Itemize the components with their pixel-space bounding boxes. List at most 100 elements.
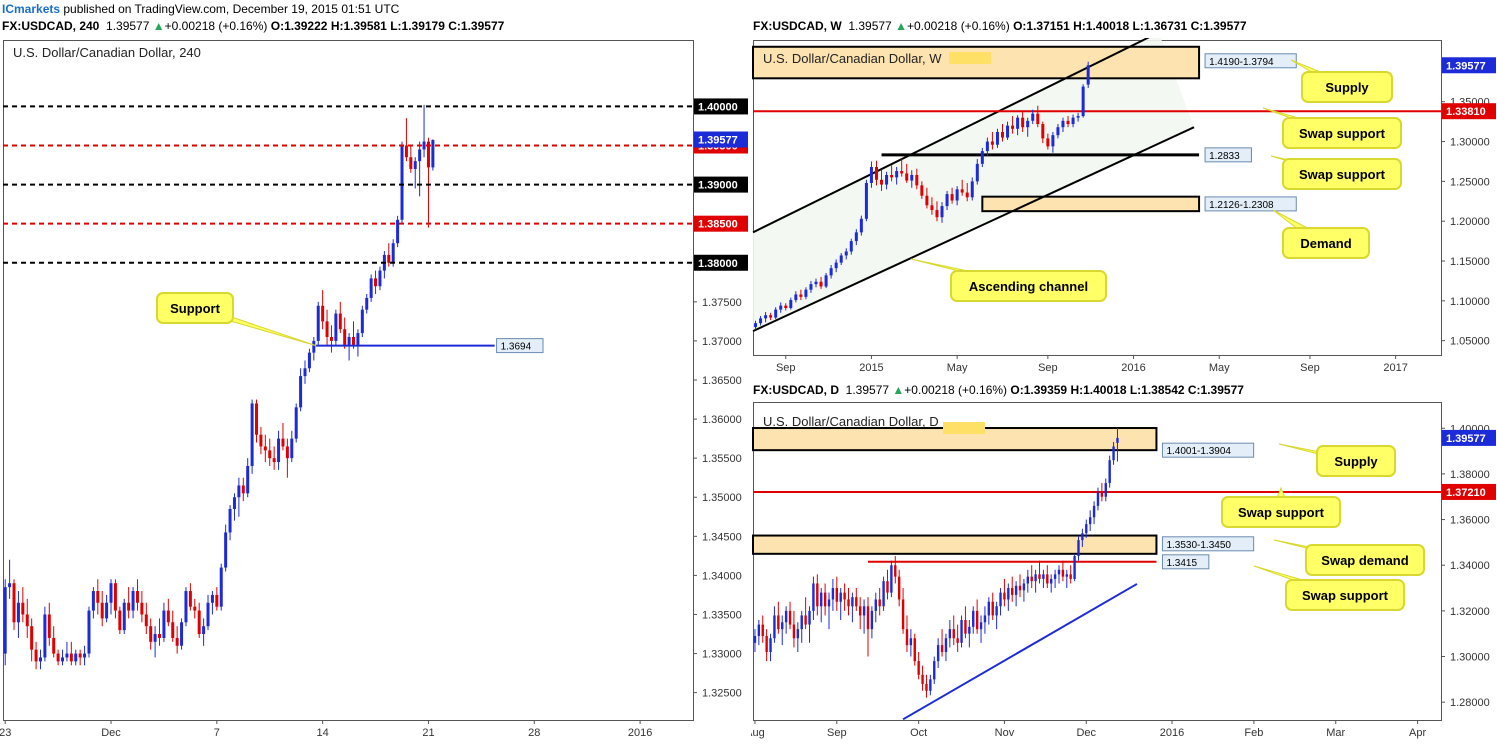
daily-swap-support-value-bg	[1161, 554, 1210, 570]
candle-body	[219, 567, 223, 607]
candle-body	[788, 610, 792, 625]
candle-body	[827, 599, 831, 607]
candle-body	[920, 185, 924, 196]
candle-body	[864, 182, 868, 219]
x-tick-label: 2015	[859, 362, 883, 374]
candle-body	[980, 151, 984, 164]
candle-body	[910, 175, 914, 181]
candle-body	[426, 141, 430, 168]
weekly-chart[interactable]: 1.05000 1.10000 1.15000 1.20000 1.25000 1.300…	[751, 38, 1497, 378]
candle-body	[895, 171, 899, 178]
candle-body	[858, 606, 862, 616]
candle-body	[753, 635, 757, 643]
x-tick-label: 23	[0, 727, 11, 739]
y-tick-label: 1.30000	[1450, 137, 1490, 149]
h4-level-label: 1.38000	[698, 258, 738, 270]
candle-body	[52, 637, 56, 654]
candle-body	[933, 661, 936, 680]
candle-body	[890, 565, 893, 593]
daily-zone-label: 1.4001-1.3904	[1166, 446, 1231, 457]
candle-body	[369, 278, 373, 298]
candle-body	[8, 583, 12, 588]
x-tick-label: Dec	[1076, 727, 1096, 739]
candle-body	[812, 583, 815, 611]
candle-body	[246, 465, 250, 494]
weekly-open: O:1.37151	[1013, 19, 1070, 33]
candle-body	[859, 218, 863, 233]
h4-level-label: 1.40000	[698, 101, 738, 113]
x-tick-label: May	[1209, 362, 1230, 374]
candle-body	[964, 620, 967, 634]
daily-high: H:1.40018	[1070, 383, 1127, 397]
candle-body	[21, 602, 25, 615]
candle-body	[294, 407, 298, 439]
y-tick-label: 1.20000	[1450, 216, 1490, 228]
candle-body	[874, 167, 878, 180]
candle-body	[905, 173, 909, 181]
candle-body	[1014, 585, 1018, 595]
candle-body	[955, 189, 959, 201]
h4-support-callout: Support	[170, 301, 220, 316]
candle-body	[1081, 86, 1085, 117]
candle-body	[792, 624, 796, 639]
candle-body	[835, 588, 839, 602]
candle-body	[1053, 574, 1057, 579]
candle-body	[913, 638, 916, 662]
daily-trendline	[902, 583, 1138, 721]
daily-price: 1.39577	[845, 383, 890, 397]
daily-chart[interactable]: 1.28000 1.30000 1.32000 1.34000 1.36000 1.380…	[751, 400, 1497, 745]
weekly-close: C:1.39577	[1190, 19, 1247, 33]
y-tick-label: 1.34500	[702, 531, 742, 543]
h4-chart[interactable]: 1.32500 1.33000 1.33500 1.34000 1.34500 1.350…	[0, 38, 751, 745]
h4-change: +0.00218 (+0.16%)	[164, 19, 268, 33]
x-tick-label: May	[947, 362, 968, 374]
y-tick-label: 1.25000	[1450, 176, 1490, 188]
candle-body	[378, 270, 382, 287]
candle-body	[413, 161, 417, 169]
weekly-ohlc-header: FX:USDCAD, W 1.39577 ▲+0.00218 (+0.16%) …	[753, 19, 1247, 33]
weekly-zone-label-bg	[1204, 53, 1297, 69]
candle-body	[819, 281, 823, 287]
daily-swap-support-callout-1: Swap support	[1238, 505, 1325, 520]
candle-body	[1006, 125, 1010, 138]
daily-ohlc-header: FX:USDCAD, D 1.39577 ▲+0.00218 (+0.16%) …	[753, 383, 1244, 397]
weekly-title-highlight	[949, 52, 991, 64]
candle-body	[43, 614, 47, 658]
candle-body	[940, 645, 944, 652]
candle-body	[12, 583, 16, 623]
candle-body	[930, 205, 934, 211]
up-triangle-icon: ▲	[892, 383, 905, 397]
y-tick-label: 1.34000	[1450, 560, 1490, 572]
candle-body	[983, 615, 987, 623]
candle-body	[1108, 460, 1111, 484]
y-tick-label: 1.36500	[702, 375, 742, 387]
y-tick-label: 1.35500	[702, 453, 742, 465]
candle-body	[166, 610, 170, 623]
candle-body	[882, 581, 885, 607]
daily-last-price-label-bg	[1442, 429, 1496, 446]
candle-body	[1073, 556, 1076, 579]
candle-body	[816, 583, 819, 607]
candle-body	[299, 376, 303, 408]
y-tick-label: 1.05000	[1450, 336, 1490, 348]
candle-body	[1030, 576, 1033, 582]
h4-high: H:1.39581	[330, 19, 387, 33]
weekly-channel-lower-line	[752, 126, 1195, 333]
up-triangle-icon: ▲	[152, 19, 165, 33]
h4-support-callout-box	[156, 292, 234, 324]
candle-body	[1076, 116, 1080, 118]
candle-body	[25, 614, 29, 627]
candle-body	[808, 610, 811, 625]
h4-price: 1.39577	[106, 19, 150, 33]
daily-zone-label-bg	[1161, 536, 1255, 552]
candle-body	[765, 635, 768, 652]
candle-body	[985, 141, 989, 152]
candle-body	[1016, 117, 1020, 129]
h4-ohlc-header: FX:USDCAD, 240 1.39577 ▲+0.00218 (+0.16%…	[2, 19, 504, 33]
x-tick-label: Sep	[827, 727, 847, 739]
candle-body	[1066, 120, 1070, 125]
publisher-brand[interactable]: ICmarkets	[2, 2, 61, 16]
y-tick-label: 1.38000	[1450, 469, 1490, 481]
candle-body	[761, 624, 764, 636]
h4-chart-title: U.S. Dollar/Canadian Dollar, 240	[13, 45, 201, 60]
